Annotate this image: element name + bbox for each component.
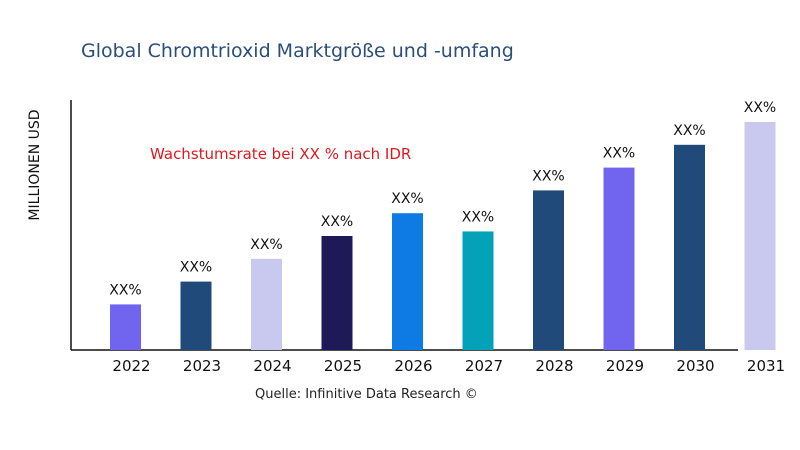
data-label-2024: XX% bbox=[250, 237, 282, 253]
x-tick-label-2028: 2028 bbox=[535, 357, 573, 375]
source-note: Quelle: Infinitive Data Research © bbox=[255, 387, 478, 402]
x-tick-label-2030: 2030 bbox=[676, 357, 714, 375]
bar-2023 bbox=[180, 281, 212, 350]
data-label-2029: XX% bbox=[603, 146, 635, 162]
x-tick-label-2023: 2023 bbox=[183, 357, 221, 375]
x-tick-label-2029: 2029 bbox=[606, 357, 644, 375]
bar-2025 bbox=[321, 236, 353, 350]
data-label-2022: XX% bbox=[109, 282, 141, 298]
bar-2022 bbox=[110, 304, 141, 350]
bar-2026 bbox=[392, 213, 423, 350]
chart-title: Global Chromtrioxid Marktgröße und -umfa… bbox=[81, 40, 514, 62]
bar-2027 bbox=[462, 231, 494, 350]
growth-annotation: Wachstumsrate bei XX % nach IDR bbox=[150, 145, 412, 163]
bar-2028 bbox=[533, 190, 564, 350]
x-tick-label-2027: 2027 bbox=[465, 357, 503, 375]
x-tick-label-2031: 2031 bbox=[747, 357, 785, 375]
bar-2029 bbox=[603, 167, 635, 350]
x-tick-label-2026: 2026 bbox=[394, 357, 432, 375]
x-tick-label-2022: 2022 bbox=[112, 357, 150, 375]
x-tick-label-2025: 2025 bbox=[324, 357, 362, 375]
x-tick-label-2024: 2024 bbox=[253, 357, 291, 375]
data-label-2028: XX% bbox=[532, 168, 564, 184]
bar-2030 bbox=[674, 144, 705, 350]
data-label-2023: XX% bbox=[180, 260, 212, 276]
data-label-2027: XX% bbox=[462, 209, 494, 225]
data-label-2025: XX% bbox=[321, 214, 353, 230]
data-label-2030: XX% bbox=[673, 123, 705, 139]
bar-2024 bbox=[251, 258, 282, 350]
data-label-2031: XX% bbox=[744, 100, 776, 116]
bar-2031 bbox=[744, 122, 776, 350]
data-label-2026: XX% bbox=[391, 191, 423, 207]
